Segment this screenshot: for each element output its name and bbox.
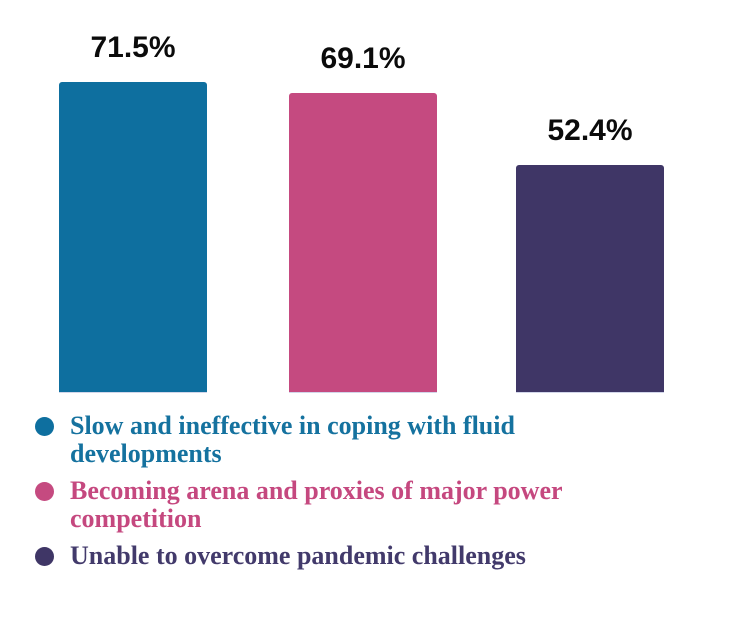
bar-group-slow-ineffective: 71.5% xyxy=(59,33,207,392)
bar-value-label: 71.5% xyxy=(90,31,176,64)
bar-value-label: 69.1% xyxy=(320,42,406,75)
bar-value-label: 52.4% xyxy=(547,114,633,147)
legend-item-label: Unable to overcome pandemic challenges xyxy=(70,541,526,570)
bar-group-major-power: 69.1% xyxy=(289,44,437,392)
legend-item-label: Slow and ineffective in coping with flui… xyxy=(70,411,515,468)
legend-item-label: Becoming arena and proxies of major powe… xyxy=(70,476,563,533)
bar-major-power xyxy=(289,93,437,392)
legend-dot-icon xyxy=(35,547,54,566)
bar-pandemic xyxy=(516,165,664,392)
legend-item-slow-ineffective: Slow and ineffective in coping with flui… xyxy=(35,412,715,468)
chart-plot-area: 71.5% 69.1% 52.4% xyxy=(59,33,664,392)
bar-group-pandemic: 52.4% xyxy=(516,116,664,392)
legend-item-major-power: Becoming arena and proxies of major powe… xyxy=(35,477,715,533)
chart-legend: Slow and ineffective in coping with flui… xyxy=(35,412,715,570)
bar-slow-ineffective xyxy=(59,82,207,392)
legend-dot-icon xyxy=(35,417,54,436)
legend-dot-icon xyxy=(35,482,54,501)
legend-item-pandemic: Unable to overcome pandemic challenges xyxy=(35,542,715,570)
